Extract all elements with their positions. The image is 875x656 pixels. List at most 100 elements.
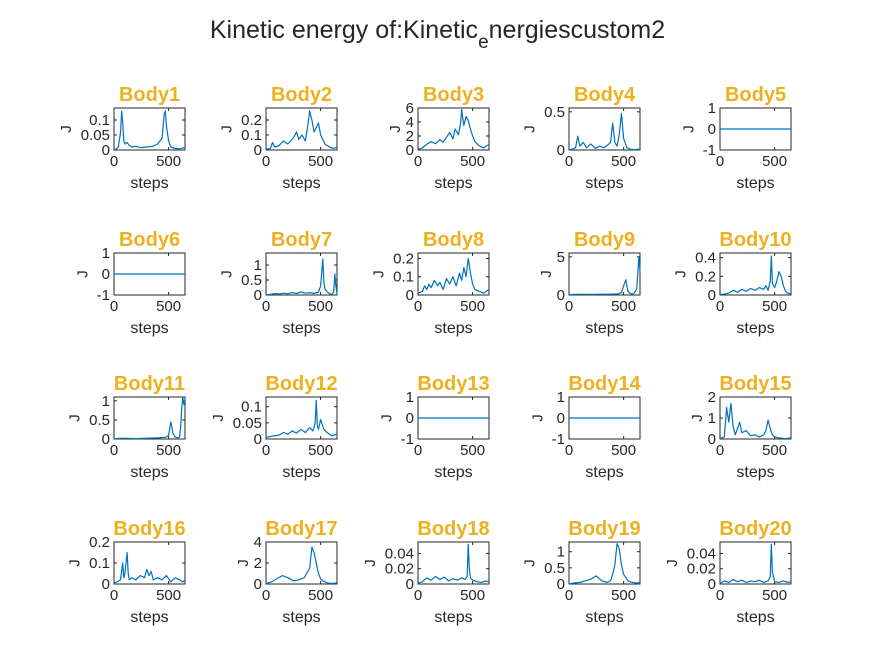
x-tick-label: 0 <box>716 298 724 315</box>
data-line <box>719 402 792 440</box>
axes-box <box>417 541 490 585</box>
y-tick-label: 1 <box>708 410 716 427</box>
x-tick-label: 500 <box>762 442 787 459</box>
y-tick-label: 0.02 <box>385 561 414 578</box>
subplot-2: Body2 0 500 00.10.2 steps J <box>218 84 338 192</box>
x-tick-label: 500 <box>762 153 787 170</box>
x-tick-label: 500 <box>156 298 181 315</box>
subplot-title: Body13 <box>417 373 489 395</box>
figure-title-subscript: e <box>478 32 489 53</box>
y-axis-label: J <box>379 414 396 422</box>
x-tick-label: 0 <box>262 442 270 459</box>
y-axis-label: J <box>362 559 379 567</box>
data-line <box>265 399 338 438</box>
x-tick-label: 500 <box>460 442 485 459</box>
y-tick-label: 0 <box>557 576 565 593</box>
x-tick-label: 0 <box>565 298 573 315</box>
y-tick-label: 0 <box>406 287 414 304</box>
axes-box <box>265 252 338 296</box>
y-axis-label: J <box>538 270 555 278</box>
subplot-18: Body18 0 500 00.020.04 steps J <box>362 518 489 626</box>
y-tick-label: 0.2 <box>393 250 414 267</box>
data-line <box>113 110 186 150</box>
axes-box <box>719 252 792 296</box>
subplot-title: Body12 <box>265 373 337 395</box>
figure-title: Kinetic energy of:Kineticenergiescustom2 <box>0 16 875 53</box>
y-axis-label: J <box>689 414 706 422</box>
axes-box <box>265 107 338 151</box>
y-axis-label: J <box>387 125 404 133</box>
y-tick-label: 0 <box>708 431 716 448</box>
x-tick-label: 500 <box>308 442 333 459</box>
data-line <box>719 255 792 296</box>
x-tick-label: 500 <box>460 298 485 315</box>
data-line <box>265 546 338 585</box>
data-line <box>568 543 641 585</box>
figure-title-part-3: nergiescustom2 <box>488 16 666 44</box>
x-axis-label: steps <box>282 175 320 192</box>
y-axis-label: J <box>218 125 235 133</box>
x-tick-label: 0 <box>414 442 422 459</box>
x-axis-label: steps <box>282 320 320 337</box>
y-tick-label: 0 <box>102 266 110 283</box>
x-axis-label: steps <box>434 320 472 337</box>
y-tick-label: 2 <box>254 555 262 572</box>
x-tick-label: 0 <box>110 298 118 315</box>
data-line <box>719 543 792 584</box>
subplot-title: Body20 <box>719 518 791 540</box>
y-tick-label: 0.1 <box>393 269 414 286</box>
x-tick-label: 0 <box>110 587 118 604</box>
x-tick-label: 500 <box>611 298 636 315</box>
y-tick-label: 1 <box>102 245 110 262</box>
y-tick-label: 2 <box>406 128 414 145</box>
y-tick-label: 0.5 <box>89 412 110 429</box>
axes-box <box>568 107 641 151</box>
data-line <box>113 551 186 584</box>
subplot-title: Body9 <box>574 229 635 251</box>
x-tick-label: 500 <box>762 587 787 604</box>
y-tick-label: 1 <box>557 544 565 561</box>
x-axis-label: steps <box>585 464 623 481</box>
y-axis-label: J <box>75 270 92 278</box>
y-axis-label: J <box>235 559 252 567</box>
x-tick-label: 500 <box>308 298 333 315</box>
x-axis-label: steps <box>736 175 774 192</box>
y-tick-label: 0.1 <box>89 112 110 129</box>
y-tick-label: 0.1 <box>241 399 262 416</box>
subplot-20: Body20 0 500 00.020.04 steps J <box>664 518 791 626</box>
subplot-title: Body7 <box>271 229 332 251</box>
x-axis-label: steps <box>130 609 168 626</box>
axes-box <box>719 541 792 585</box>
y-tick-label: -1 <box>97 287 110 304</box>
y-tick-label: 1 <box>557 389 565 406</box>
y-axis-label: J <box>681 125 698 133</box>
y-tick-label: 5 <box>557 249 565 266</box>
y-tick-label: 0 <box>254 576 262 593</box>
subplot-title: Body4 <box>574 84 636 106</box>
y-tick-label: 0.4 <box>695 250 716 267</box>
y-axis-label: J <box>210 414 227 422</box>
y-tick-label: 0 <box>557 287 565 304</box>
y-tick-label: 0.02 <box>687 561 716 578</box>
x-tick-label: 0 <box>565 153 573 170</box>
y-tick-label: 0 <box>254 431 262 448</box>
y-tick-label: -1 <box>703 142 716 159</box>
axes-box <box>113 396 186 440</box>
x-tick-label: 0 <box>414 298 422 315</box>
axes-box <box>265 396 338 440</box>
y-tick-label: 1 <box>708 100 716 117</box>
subplot-1: Body1 0 500 00.050.1 steps J <box>58 84 186 192</box>
data-line <box>417 108 490 150</box>
y-tick-label: -1 <box>552 431 565 448</box>
x-axis-label: steps <box>282 464 320 481</box>
figure-title-part-1: Kinetic energy of:Kinetic <box>209 16 479 44</box>
y-tick-label: 0.05 <box>233 415 262 432</box>
y-tick-label: 4 <box>406 114 414 131</box>
y-tick-label: 0 <box>708 287 716 304</box>
x-tick-label: 0 <box>110 153 118 170</box>
